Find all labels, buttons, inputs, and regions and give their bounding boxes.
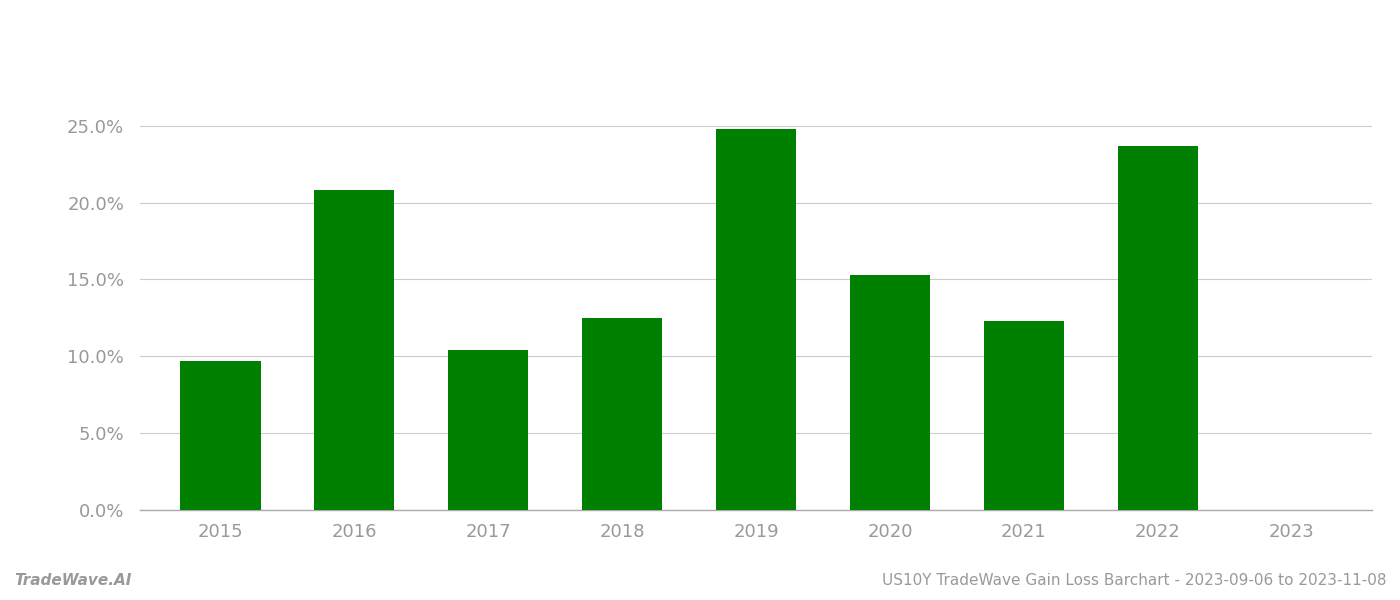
- Text: TradeWave.AI: TradeWave.AI: [14, 573, 132, 588]
- Bar: [984, 321, 1064, 510]
- Bar: [1117, 146, 1198, 510]
- Bar: [850, 275, 930, 510]
- Bar: [582, 318, 662, 510]
- Bar: [715, 129, 797, 510]
- Bar: [448, 350, 528, 510]
- Bar: [314, 190, 395, 510]
- Text: US10Y TradeWave Gain Loss Barchart - 2023-09-06 to 2023-11-08: US10Y TradeWave Gain Loss Barchart - 202…: [882, 573, 1386, 588]
- Bar: [181, 361, 260, 510]
